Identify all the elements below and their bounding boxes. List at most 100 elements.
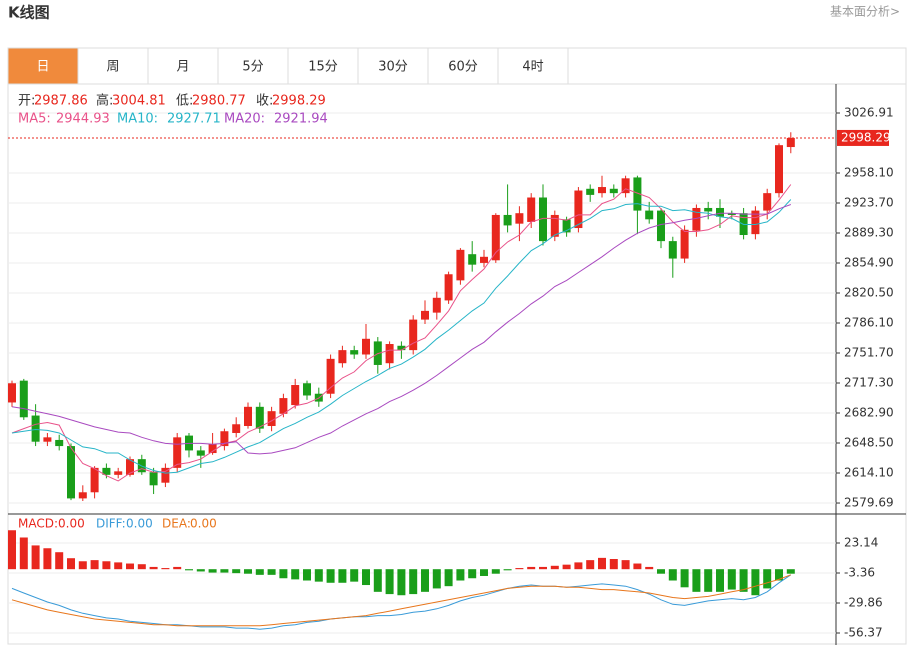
y-tick-label: 2648.50 [844, 436, 894, 450]
macd-bar [739, 569, 748, 592]
candle-body [491, 214, 500, 261]
macd-legend-value: 0.00 [126, 517, 153, 531]
tab-label[interactable]: 30分 [378, 60, 408, 75]
macd-bar [161, 568, 170, 570]
tab-label[interactable]: 4时 [522, 60, 543, 75]
ma-legend-value: 2921.94 [274, 112, 328, 127]
tab-label[interactable]: 5分 [242, 60, 263, 75]
candle-body [432, 297, 441, 313]
candle-body [716, 207, 724, 217]
macd-bar [491, 569, 500, 574]
chart-frame [7, 47, 907, 645]
candle-body [196, 450, 205, 456]
y-tick-label: 2579.69 [844, 496, 894, 510]
candle-body [385, 344, 394, 364]
page-title: K线图 [8, 4, 50, 22]
last-price-label: 2998.29 [841, 130, 891, 144]
candle-body [527, 197, 536, 222]
macd-legend-value: 0.00 [58, 517, 85, 531]
candle-body [598, 187, 606, 194]
macd-bar [503, 569, 512, 571]
candle-body [255, 406, 264, 429]
tab-label[interactable]: 60分 [448, 60, 478, 75]
tab-label[interactable]: 15分 [308, 60, 338, 75]
tab-label[interactable]: 周 [106, 60, 119, 75]
macd-bar [43, 548, 52, 570]
candle-body [397, 345, 406, 351]
tab[interactable] [357, 47, 429, 85]
macd-bar [102, 561, 111, 570]
macd-bar [786, 569, 795, 574]
candle-body [409, 319, 418, 351]
macd-bar [598, 557, 606, 570]
candle-body [621, 178, 630, 194]
macd-legend-name: MACD: [18, 517, 58, 531]
info-label: 收: [256, 94, 273, 109]
tab-label[interactable]: 日 [36, 60, 49, 75]
macd-bar [232, 569, 241, 574]
macd-bar [621, 560, 630, 570]
candle-body [456, 249, 465, 281]
tab-label[interactable]: 月 [176, 60, 189, 75]
macd-bar [456, 569, 465, 581]
macd-bar [668, 569, 677, 581]
macd-bar [373, 569, 382, 592]
tab[interactable] [147, 47, 219, 85]
y-tick-label: 2820.50 [844, 286, 894, 300]
macd-bar [220, 569, 229, 573]
macd-bar [633, 563, 642, 570]
candle-body [19, 380, 28, 418]
macd-bar [562, 564, 571, 570]
macd-bar [409, 569, 418, 595]
tab[interactable] [77, 47, 149, 85]
macd-bar [468, 569, 477, 579]
candle-body [338, 350, 347, 364]
macd-bar [350, 569, 359, 582]
tab[interactable] [7, 47, 79, 85]
macd-line [11, 574, 791, 627]
y-tick-label: 2923.70 [844, 195, 894, 209]
candle-body [102, 467, 111, 475]
macd-bar [314, 569, 323, 582]
candle-body [704, 207, 713, 212]
candle-body [692, 207, 701, 231]
macd-bar [763, 569, 772, 589]
candle-body [291, 385, 300, 406]
candle-body [775, 145, 783, 194]
y-tick-label: 2889.30 [844, 226, 894, 240]
tab[interactable] [497, 47, 569, 85]
ma-line [11, 204, 791, 455]
ma-legend-name: MA10: [117, 112, 158, 127]
macd-bar [657, 569, 665, 574]
y-tick-label: -29.86 [844, 595, 883, 609]
macd-bar [8, 530, 16, 570]
candle-body [31, 415, 40, 442]
candle-body [539, 197, 547, 242]
candle-body [8, 383, 16, 403]
y-tick-label: 2854.90 [844, 256, 894, 270]
candle-body [550, 214, 559, 237]
candle-body [362, 338, 370, 355]
candle-body [574, 190, 583, 229]
macd-bar [397, 569, 406, 596]
tab[interactable] [217, 47, 289, 85]
macd-bar [385, 569, 394, 595]
candle-body [126, 459, 134, 475]
info-value: 2987.86 [34, 94, 88, 109]
last-price-box [837, 129, 889, 146]
macd-bar [432, 569, 441, 589]
y-tick-label: 2682.90 [844, 406, 894, 420]
macd-bar [173, 566, 182, 570]
candle-body [279, 398, 288, 414]
candle-body [421, 310, 429, 320]
macd-bar [31, 545, 40, 570]
candle-body [657, 210, 665, 242]
tab[interactable] [287, 47, 359, 85]
y-tick-label: -56.37 [844, 626, 883, 640]
fundamental-link[interactable]: 基本面分析> [830, 5, 900, 19]
macd-bar [90, 560, 99, 570]
macd-bar [55, 552, 64, 570]
candle-body [350, 350, 359, 355]
y-tick-label: 2614.10 [844, 466, 894, 480]
